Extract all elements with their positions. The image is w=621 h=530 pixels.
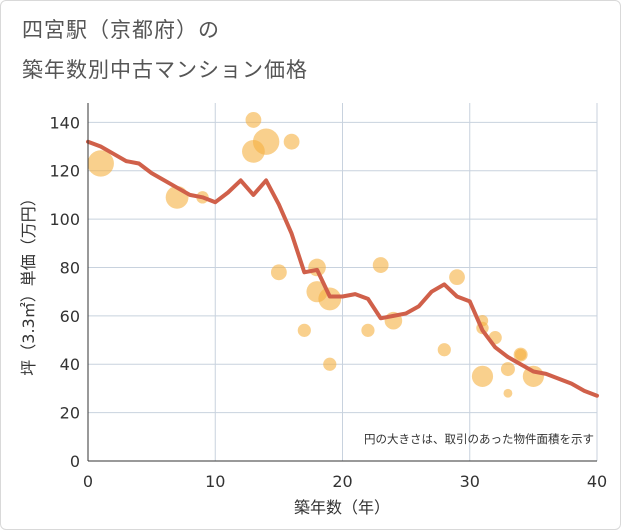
bubble-point — [297, 323, 311, 337]
x-tick-label: 0 — [83, 472, 93, 491]
bubble-point — [372, 257, 389, 273]
trend-line-path — [86, 139, 599, 398]
bubble-point — [252, 128, 280, 155]
y-tick-label: 0 — [70, 452, 80, 471]
chart-title-line2: 築年数別中古マンション価格 — [22, 58, 308, 82]
gridlines — [88, 103, 598, 461]
bubble-point — [514, 348, 527, 361]
x-tick-label: 20 — [332, 472, 352, 491]
x-tick-label: 30 — [460, 472, 480, 491]
size-annotation: 円の大きさは、取引のあった物件面積を示す — [364, 432, 594, 446]
y-axis-label: 坪（3.3㎡）単価（万円） — [19, 190, 38, 375]
x-axis-label: 築年数（年） — [294, 498, 390, 517]
bubble-point — [361, 323, 375, 337]
y-tick-label: 120 — [49, 162, 80, 181]
chart-title-line1: 四宮駅（京都府）の — [22, 18, 220, 42]
bubble-point — [503, 388, 513, 398]
x-tick-label: 40 — [587, 472, 607, 491]
bubble-point — [471, 365, 494, 387]
axes: 0 20 40 60 80 100 120 140 0 10 20 30 40 — [49, 103, 607, 491]
y-tick-label: 80 — [60, 258, 80, 277]
y-tick-label: 40 — [60, 355, 80, 374]
bubble-point — [318, 287, 342, 311]
bubble-point — [437, 343, 451, 357]
y-tick-label: 100 — [49, 210, 80, 229]
trend-line — [86, 139, 599, 398]
bubble-point — [87, 150, 114, 177]
y-tick-label: 140 — [49, 113, 80, 132]
bubble-point — [245, 112, 262, 128]
bubble-point — [500, 362, 515, 377]
y-tick-label: 60 — [60, 307, 80, 326]
bubble-point — [283, 133, 300, 150]
bubble-point — [323, 357, 337, 371]
bubble-point — [270, 264, 287, 281]
y-tick-label: 20 — [60, 404, 80, 423]
x-tick-label: 10 — [205, 472, 225, 491]
bubble-point — [449, 269, 465, 286]
